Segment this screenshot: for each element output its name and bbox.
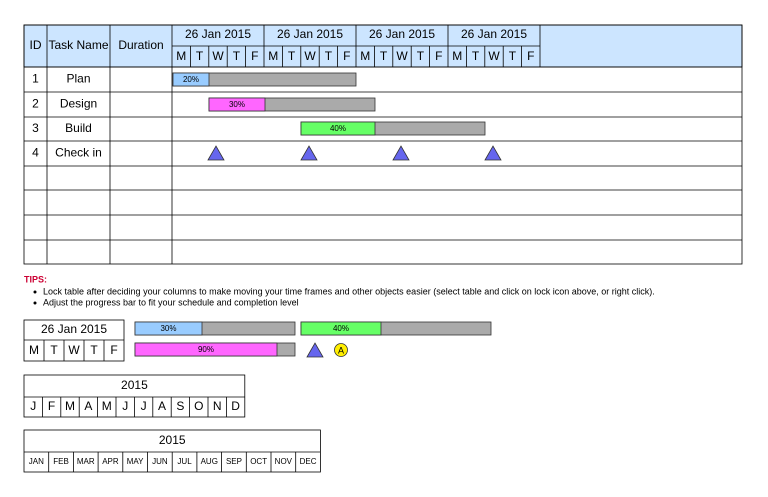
day-label: F bbox=[251, 49, 258, 63]
month-label: M bbox=[65, 399, 75, 413]
calendar-year: 2015 bbox=[121, 378, 148, 392]
month-label: JUN bbox=[152, 457, 168, 466]
month-label: M bbox=[102, 399, 112, 413]
day-label: M bbox=[452, 49, 462, 63]
day-label: M bbox=[176, 49, 186, 63]
milestone bbox=[300, 145, 318, 161]
day-label: F bbox=[343, 49, 350, 63]
day-label: T bbox=[380, 49, 388, 63]
task-name: Design bbox=[60, 97, 97, 111]
day-label: T bbox=[509, 49, 517, 63]
month-label: FEB bbox=[53, 457, 69, 466]
day-label: F bbox=[435, 49, 442, 63]
calendar-year: 2015 bbox=[159, 433, 186, 447]
build-bar-progress bbox=[300, 121, 376, 136]
plan-bar-label: 20% bbox=[183, 75, 199, 84]
task-name: Build bbox=[65, 121, 92, 135]
day-label: T bbox=[325, 49, 333, 63]
milestone-circle bbox=[334, 343, 348, 357]
week-label: 26 Jan 2015 bbox=[185, 27, 251, 41]
tip-item: Adjust the progress bar to fit your sche… bbox=[43, 297, 299, 307]
milestone bbox=[306, 342, 324, 358]
month-label: NOV bbox=[275, 457, 293, 466]
month-label: MAR bbox=[77, 457, 95, 466]
day-label: T bbox=[196, 49, 204, 63]
month-label: O bbox=[194, 399, 203, 413]
day-label: F bbox=[527, 49, 534, 63]
month-label: S bbox=[176, 399, 184, 413]
legend-bar-green-label: 40% bbox=[333, 324, 349, 333]
bullet bbox=[33, 290, 37, 294]
legend-day: M bbox=[29, 343, 39, 357]
month-label: AUG bbox=[201, 457, 218, 466]
legend-day: T bbox=[50, 343, 58, 357]
week-label: 26 Jan 2015 bbox=[461, 27, 527, 41]
header-duration: Duration bbox=[118, 38, 163, 52]
month-label: JUL bbox=[177, 457, 192, 466]
row-id: 3 bbox=[32, 121, 39, 135]
day-label: W bbox=[396, 49, 408, 63]
day-label: W bbox=[488, 49, 500, 63]
week-label: 26 Jan 2015 bbox=[277, 27, 343, 41]
design-bar-label: 30% bbox=[229, 100, 245, 109]
day-label: W bbox=[212, 49, 224, 63]
milestone bbox=[484, 145, 502, 161]
month-label: A bbox=[158, 399, 166, 413]
legend-day: T bbox=[90, 343, 98, 357]
week-label: 26 Jan 2015 bbox=[369, 27, 435, 41]
month-label: APR bbox=[102, 457, 119, 466]
plan-bar-progress bbox=[172, 72, 210, 87]
legend-bar-green-progress bbox=[300, 321, 382, 336]
design-bar-progress bbox=[208, 97, 266, 112]
month-label: SEP bbox=[226, 457, 242, 466]
table-border bbox=[23, 24, 743, 265]
legend-week-box bbox=[23, 319, 125, 362]
day-label: T bbox=[417, 49, 425, 63]
legend-bar-pink-progress bbox=[134, 342, 278, 357]
month-label: JAN bbox=[29, 457, 44, 466]
row-id: 2 bbox=[32, 97, 39, 111]
day-label: M bbox=[360, 49, 370, 63]
legend-day: W bbox=[68, 343, 80, 357]
month-label: A bbox=[84, 399, 92, 413]
legend-bar-blue-progress bbox=[134, 321, 203, 336]
day-label: T bbox=[288, 49, 296, 63]
milestone-letter: A bbox=[338, 345, 344, 355]
month-label: J bbox=[30, 399, 36, 413]
row-id: 4 bbox=[32, 146, 39, 160]
row-id: 1 bbox=[32, 72, 39, 86]
legend-bar-pink-label: 90% bbox=[198, 345, 214, 354]
header-id: ID bbox=[30, 38, 42, 52]
tip-item: Lock table after deciding your columns t… bbox=[43, 286, 655, 296]
day-label: W bbox=[304, 49, 316, 63]
day-label: T bbox=[233, 49, 241, 63]
month-label: OCT bbox=[250, 457, 267, 466]
build-bar-label: 40% bbox=[330, 124, 346, 133]
bullet bbox=[33, 301, 37, 305]
month-label: DEC bbox=[300, 457, 317, 466]
legend-bar-blue-label: 30% bbox=[160, 324, 176, 333]
header-task-name: Task Name bbox=[48, 38, 108, 52]
legend-week: 26 Jan 2015 bbox=[41, 322, 107, 336]
task-name: Plan bbox=[66, 72, 90, 86]
task-name: Check in bbox=[55, 146, 102, 160]
day-label: M bbox=[268, 49, 278, 63]
month-label: J bbox=[122, 399, 128, 413]
legend-day: F bbox=[110, 343, 117, 357]
tips-title: TIPS: bbox=[24, 274, 47, 284]
month-label: D bbox=[231, 399, 240, 413]
milestone bbox=[392, 145, 410, 161]
month-label: J bbox=[141, 399, 147, 413]
day-label: T bbox=[472, 49, 480, 63]
month-label: MAY bbox=[127, 457, 144, 466]
milestone bbox=[207, 145, 225, 161]
month-label: F bbox=[48, 399, 55, 413]
month-label: N bbox=[213, 399, 222, 413]
